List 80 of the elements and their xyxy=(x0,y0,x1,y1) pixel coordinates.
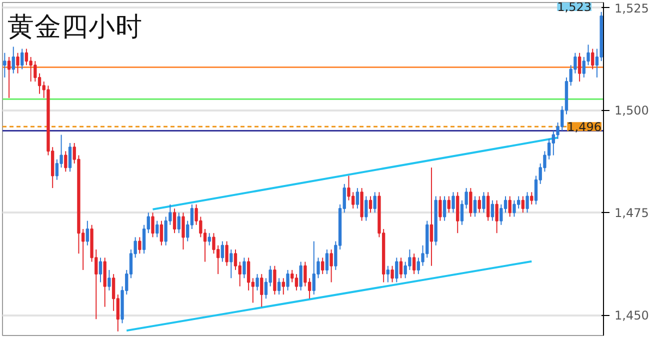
candlestick xyxy=(508,196,512,218)
candlestick xyxy=(277,278,281,296)
candlestick xyxy=(373,192,376,214)
candlestick xyxy=(304,261,307,287)
candlestick xyxy=(242,257,246,279)
candlestick xyxy=(495,200,498,234)
candlestick xyxy=(330,248,333,283)
candlestick xyxy=(220,240,224,262)
candlestick xyxy=(160,220,164,246)
candlestick xyxy=(16,52,20,74)
candlestick xyxy=(325,248,329,275)
candlestick xyxy=(151,212,154,238)
candlestick xyxy=(473,196,477,218)
candlestick xyxy=(273,265,276,296)
candlestick xyxy=(138,236,142,254)
chart-title: 黄金四小时 xyxy=(8,12,142,42)
candlestick xyxy=(521,196,525,214)
candlestick xyxy=(321,257,324,275)
candlestick xyxy=(172,208,176,234)
candlestick xyxy=(356,188,360,210)
ref-line-label: 1,496 xyxy=(567,120,602,134)
candlestick xyxy=(442,196,446,222)
candlestick xyxy=(430,167,434,266)
candlestick xyxy=(408,248,412,270)
candlestick xyxy=(386,265,390,283)
candlestick xyxy=(412,253,416,275)
candlestick xyxy=(208,232,211,246)
candlestick xyxy=(7,56,11,98)
candlestick xyxy=(399,257,403,279)
candlestick xyxy=(282,278,285,296)
candlestick xyxy=(299,261,302,291)
candlestick xyxy=(486,192,490,222)
candlestick xyxy=(578,52,582,82)
candlestick xyxy=(452,192,455,214)
candlestick xyxy=(108,269,111,291)
candlestick xyxy=(294,274,298,291)
candlestick xyxy=(290,269,294,283)
candlestick xyxy=(20,48,24,70)
candlestick xyxy=(368,196,372,214)
candlestick xyxy=(516,196,520,210)
candlestick xyxy=(234,248,238,270)
candlestick xyxy=(86,220,90,246)
candlestick xyxy=(395,257,398,283)
candlestick xyxy=(12,46,15,74)
candlestick xyxy=(526,192,529,214)
candlestick xyxy=(478,196,481,214)
candlestick xyxy=(500,204,503,226)
candlestick xyxy=(512,200,516,218)
candlestick xyxy=(177,212,180,234)
candlestick xyxy=(246,257,250,291)
candlestick xyxy=(438,196,442,222)
candlestick xyxy=(212,232,216,254)
candlestick xyxy=(156,220,159,238)
y-tick-label: 1,450 xyxy=(614,308,649,323)
candlestick xyxy=(260,274,264,308)
candlestick xyxy=(225,240,228,266)
candlestick xyxy=(64,150,68,172)
candlestick xyxy=(552,130,556,156)
candlestick xyxy=(469,188,472,218)
candlestick xyxy=(482,192,486,214)
candlestick xyxy=(490,200,494,222)
candlestick xyxy=(182,212,185,250)
y-tick-label: 1,475 xyxy=(614,206,649,220)
candlestick xyxy=(591,48,594,70)
candlestick xyxy=(230,248,233,279)
candlestick xyxy=(530,192,534,205)
candlestick xyxy=(351,192,355,210)
candlestick xyxy=(390,265,394,283)
candlestick xyxy=(3,52,6,78)
candlestick xyxy=(68,142,72,172)
candlestick xyxy=(347,175,350,201)
candlestick xyxy=(24,48,28,66)
candlestick xyxy=(364,196,368,222)
candlestick xyxy=(55,158,59,180)
candlestick xyxy=(286,269,290,291)
y-tick-label: 1,500 xyxy=(614,104,649,118)
candlestick xyxy=(256,274,259,291)
candlestick xyxy=(447,196,450,214)
candlestick xyxy=(98,257,102,283)
y-tick-label: 1,525 xyxy=(614,1,649,16)
